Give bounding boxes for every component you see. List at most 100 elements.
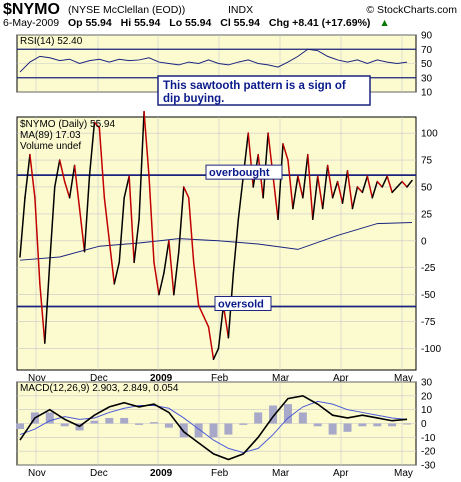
oversold-box (214, 295, 272, 311)
nymo-segment (173, 250, 180, 296)
nymo-segment (98, 127, 106, 199)
oversold-label: oversold (218, 298, 264, 310)
quote-low: Lo 55.94 (169, 17, 212, 29)
macd-histogram-bar (269, 405, 278, 424)
rsi-note-line1: This sawtooth pattern is a sign of (163, 80, 346, 92)
quote-open: Op 55.94 (67, 17, 112, 29)
nymo-segment (44, 261, 51, 344)
nymo-segment (401, 180, 408, 188)
nymo-segment (287, 159, 294, 210)
quote-date: 6-May-2009 (3, 17, 60, 29)
nymo-segment (88, 121, 96, 177)
rsi-tick-label: 30 (421, 73, 433, 84)
nymo-segment (207, 326, 215, 360)
nymo-segment (341, 170, 349, 204)
nymo-segment (292, 175, 299, 210)
macd-histogram-bar (105, 417, 114, 424)
macd-x-label: Apr (333, 468, 349, 479)
nymo-segment (158, 272, 165, 296)
macd-x-label: Mar (272, 468, 290, 479)
macd-histogram-bar (209, 423, 218, 438)
macd-histogram-bar (60, 423, 69, 427)
nymo-x-label: Mar (272, 373, 290, 384)
nymo-segment (202, 315, 210, 328)
nymo-segment (326, 164, 334, 199)
macd-x-label: Nov (28, 468, 46, 479)
brand-label: © StockCharts.com (366, 4, 457, 16)
macd-x-label: May (394, 468, 413, 479)
nymo-segment (168, 240, 175, 296)
nymo-x-label: Nov (28, 373, 46, 384)
nymo-tick-label: 25 (421, 209, 433, 220)
macd-histogram-bar (388, 423, 397, 427)
chart-header: $NYMO (NYSE McClellan (EOD)) INDX © Stoc… (0, 0, 461, 32)
nymo-segment (34, 196, 41, 285)
nymo-segment (277, 143, 284, 221)
nymo-panel (16, 116, 417, 371)
nymo-tick-label: 100 (421, 129, 438, 140)
macd-histogram-bar (135, 423, 144, 425)
macd-tick-label: 10 (421, 405, 433, 416)
nymo-tick-label: -25 (421, 263, 436, 274)
macd-histogram-bar (403, 423, 412, 425)
macd-histogram-bar (298, 412, 307, 424)
nymo-segment (406, 179, 413, 188)
nymo-segment (178, 186, 185, 253)
nymo-segment (302, 153, 309, 199)
rsi-line (19, 48, 408, 73)
nymo-segment (29, 153, 36, 199)
nymo-segment (316, 175, 324, 210)
nymo-segment (396, 180, 403, 188)
nymo-segment (346, 170, 354, 210)
macd-signal-line (19, 400, 408, 454)
nymo-segment (391, 186, 398, 194)
nymo-segment (118, 196, 125, 264)
nymo-segment (153, 261, 160, 296)
macd-histogram-bar (343, 423, 352, 432)
quote-close: Cl 55.94 (220, 17, 260, 29)
nymo-segment (103, 196, 111, 242)
nymo-segment (113, 261, 120, 285)
macd-histogram-bar (164, 423, 173, 428)
exchange-label: INDX (228, 4, 254, 16)
nymo-segment (78, 207, 86, 253)
nymo-segment (356, 186, 364, 194)
macd-histogram-bar (90, 420, 99, 424)
macd-histogram-bar (194, 423, 203, 438)
nymo-segment (53, 159, 61, 188)
nymo-legend-ma: MA(89) 17.03 (20, 130, 81, 141)
nymo-segment (321, 164, 329, 210)
nymo-segment (19, 196, 26, 258)
macd-x-label: 2009 (150, 468, 173, 479)
nymo-x-label: 2009 (150, 373, 173, 384)
macd-histogram-bar (224, 423, 233, 435)
nymo-segment (376, 180, 383, 188)
nymo-segment (312, 175, 319, 221)
symbol-description: (NYSE McClellan (EOD)) (68, 4, 186, 16)
nymo-tick-label: 0 (421, 236, 427, 247)
nymo-tick-label: -50 (421, 290, 436, 301)
nymo-legend-volume: Volume undef (20, 141, 81, 152)
macd-x-label: Feb (211, 468, 229, 479)
nymo-segment (108, 240, 116, 285)
macd-histogram-bar (179, 423, 188, 438)
nymo-segment (49, 186, 56, 264)
macd-histogram-bar (45, 412, 54, 424)
nymo-tick-label: -100 (421, 344, 441, 355)
nymo-segment (148, 175, 155, 264)
nymo-segment (128, 175, 135, 264)
nymo-segment (361, 175, 369, 194)
nymo-segment (197, 304, 205, 317)
nymo-segment (307, 153, 314, 221)
nymo-segment (192, 261, 200, 307)
nymo-segment (217, 304, 225, 350)
nymo-x-label: May (394, 373, 413, 384)
nymo-segment (63, 180, 71, 199)
nymo-tick-label: -75 (421, 317, 436, 328)
nymo-tick-label: 75 (421, 156, 433, 167)
nymo-segment (386, 175, 393, 194)
nymo-segment (143, 110, 150, 177)
rsi-tick-label: 10 (421, 88, 433, 99)
quote-row: 6-May-2009 Op 55.94 Hi 55.94 Lo 55.94 Cl… (3, 17, 396, 29)
ma89-line (19, 222, 413, 261)
